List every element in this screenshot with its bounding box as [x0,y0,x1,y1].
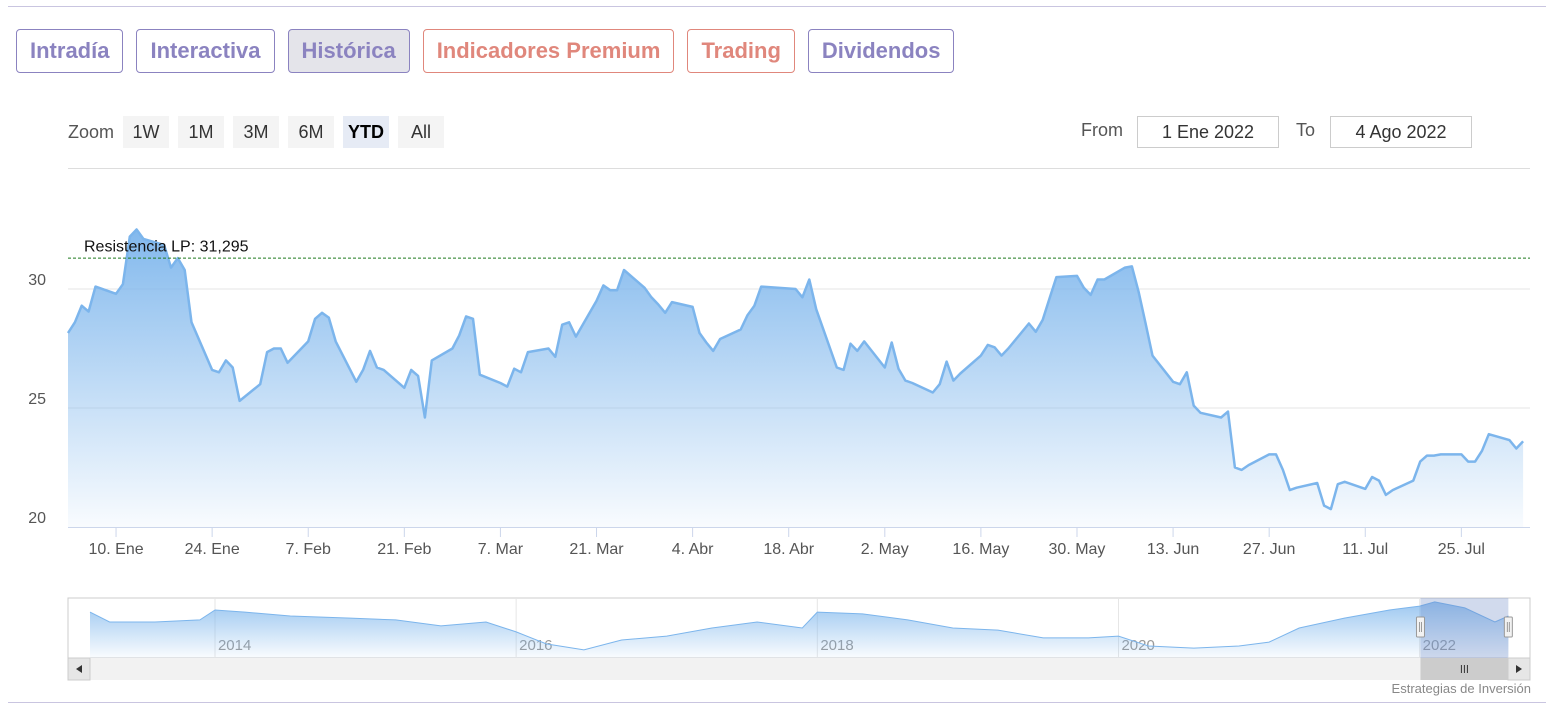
zoom-button[interactable]: YTD [343,116,390,148]
y-tick-label: 30 [28,272,46,289]
x-tick-label: 7. Mar [478,541,524,558]
x-tick-label: 21. Feb [377,541,431,558]
tab[interactable]: Interactiva [136,29,275,73]
zoom-button[interactable]: 1W [123,116,170,148]
x-tick-label: 13. Jun [1147,541,1199,558]
y-tick-label: 25 [28,391,46,408]
top-rule [8,6,1546,7]
x-tick-label: 27. Jun [1243,541,1295,558]
x-tick-label: 10. Ene [88,541,143,558]
handle-body [1503,616,1513,638]
zoom-button[interactable]: 1M [178,116,225,148]
y-tick-label: 20 [28,510,46,527]
to-label: To [1296,120,1316,140]
credit[interactable]: Estrategias de Inversión [1391,681,1531,696]
to-input[interactable]: 4 Ago 2022 [1330,116,1472,148]
zoom-button[interactable]: 3M [233,116,280,148]
tab[interactable]: Indicadores Premium [422,29,675,73]
navigator-handle[interactable] [1503,616,1513,638]
area-fill [68,229,1524,527]
x-tick-label: 21. Mar [569,541,624,558]
navigator-line [89,601,1509,651]
x-tick-label: 4. Abr [672,541,714,558]
x-tick-label: 2. May [861,541,909,558]
zoom-bar: Zoom 1W 1M 3M 6M YTD All [68,116,445,148]
tab-bar: Intradía Interactiva Histórica Indicadores … [16,29,955,73]
zoom-label: Zoom [68,121,115,142]
zoom-button[interactable]: All [398,116,445,148]
arrow-right [1516,665,1522,673]
navigator-handle[interactable] [1415,616,1425,638]
bottom-rule [8,702,1546,703]
navigator-selection [1420,598,1509,658]
x-tick-label: 18. Abr [763,541,814,558]
tab[interactable]: Trading [687,29,795,73]
arrow-left [76,665,82,673]
from-input[interactable]: 1 Ene 2022 [1137,116,1279,148]
x-tick-label: 24. Ene [185,541,240,558]
scrollbar-track [68,658,1530,680]
from-label: From [1081,120,1123,140]
price-line [66,228,1525,511]
navigator-area [90,601,1509,658]
zoom-button[interactable]: 6M [288,116,335,148]
tab[interactable]: Histórica [287,29,410,73]
resistance-label: Resistencia LP: 31,295 [84,238,249,255]
x-tick-label: 25. Jul [1438,541,1485,558]
tab[interactable]: Intradía [16,29,124,73]
x-tick-label: 16. May [952,541,1009,558]
tab[interactable]: Dividendos [807,29,955,73]
x-tick-label: 7. Feb [286,541,331,558]
x-tick-label: 30. May [1049,541,1106,558]
handle-body [1415,616,1425,638]
x-tick-label: 11. Jul [1342,541,1388,558]
